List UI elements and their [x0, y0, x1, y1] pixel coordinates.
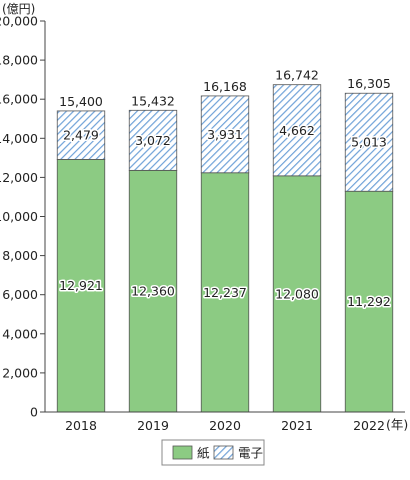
- y-tick-label: 4,000: [2, 326, 38, 341]
- bar-group-2020: 12,237 3,931 16,168: [200, 79, 250, 413]
- bar-segment-paper: [344, 190, 394, 413]
- bar-segment-paper: [200, 172, 250, 413]
- bar-value-label: 12,360: [131, 284, 175, 299]
- y-tick-label: 10,000: [0, 209, 38, 224]
- x-unit-label: (年): [386, 417, 408, 432]
- bar-value-label: 2,479: [63, 128, 99, 143]
- bar-group-2018: 12,921 2,479 15,400: [56, 94, 106, 413]
- legend-label-digital: 電子: [238, 446, 263, 461]
- legend-swatch-paper: [172, 445, 193, 460]
- legend: 紙 電子: [161, 439, 265, 466]
- x-axis: 2018 2019 2020 2021 2022: [45, 411, 405, 433]
- y-tick-label: 12,000: [0, 170, 38, 185]
- bar-total-label: 15,432: [131, 93, 175, 108]
- x-tick-label: 2020: [209, 418, 241, 433]
- bar-value-label: 11,292: [347, 294, 391, 309]
- y-tick-label: 8,000: [2, 248, 38, 263]
- legend-label-paper: 紙: [197, 446, 210, 461]
- bar-total-label: 16,168: [203, 79, 247, 94]
- bar-group-2021: 12,080 4,662 16,742: [272, 68, 322, 413]
- y-tick-label: 0: [30, 405, 38, 420]
- bar-value-label: 4,662: [279, 123, 315, 138]
- bar-group-2019: 12,360 3,072 15,432: [128, 93, 178, 413]
- y-tick-label: 14,000: [0, 131, 38, 146]
- bar-value-label: 12,237: [203, 285, 247, 300]
- bar-total-label: 16,305: [347, 76, 391, 91]
- bar-group-2022: 11,292 5,013 16,305: [344, 76, 394, 413]
- y-unit-label: (億円): [2, 2, 35, 16]
- bar-value-label: 12,921: [59, 278, 103, 293]
- bar-value-label: 3,072: [135, 133, 171, 148]
- bar-value-label: 3,931: [207, 127, 243, 142]
- y-tick-label: 2,000: [2, 365, 38, 380]
- x-tick-label: 2021: [281, 418, 313, 433]
- bars: 12,921 2,479 15,400 12,360 3,072 15,432 12,237…: [56, 68, 394, 413]
- x-tick-label: 2019: [137, 418, 169, 433]
- bar-segment-digital: [128, 109, 178, 171]
- bar-total-label: 15,400: [59, 94, 103, 109]
- y-tick-label: 6,000: [2, 287, 38, 302]
- y-tick-label: 16,000: [0, 92, 38, 107]
- y-tick-label: 20,000: [0, 14, 38, 29]
- x-tick-label: 2018: [65, 418, 97, 433]
- y-axis: 0 2,000 4,000 6,000 8,000 10,000 12,000 14,000 1…: [0, 14, 46, 420]
- bar-segment-digital: [200, 95, 250, 174]
- bar-segment-digital: [56, 110, 106, 160]
- bar-segment-digital: [344, 92, 394, 192]
- bar-value-label: 5,013: [351, 135, 387, 150]
- bar-value-label: 12,080: [275, 286, 319, 301]
- bar-segment-paper: [272, 175, 322, 413]
- legend-swatch-digital: [213, 445, 234, 460]
- x-tick-label: 2022: [353, 418, 385, 433]
- y-tick-label: 18,000: [0, 53, 38, 68]
- bar-segment-digital: [272, 84, 322, 177]
- bar-total-label: 16,742: [275, 68, 319, 83]
